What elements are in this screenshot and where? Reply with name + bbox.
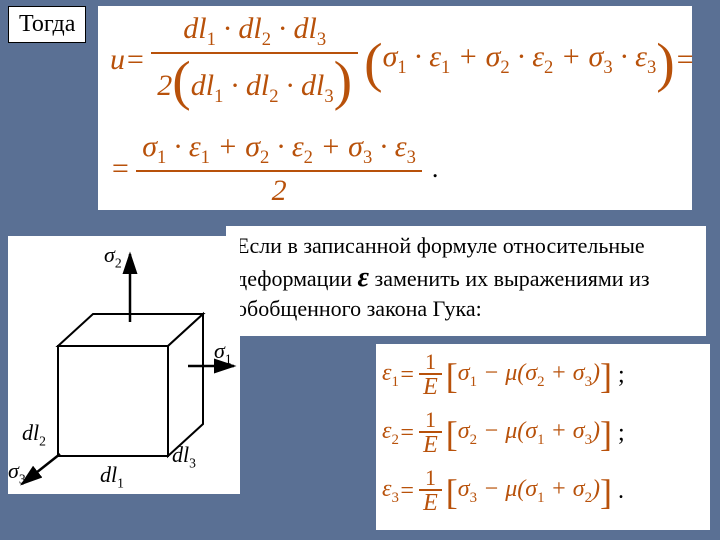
fraction-bar-icon — [136, 170, 422, 172]
desc-line1: Если в записанной формуле относительные — [236, 232, 696, 260]
frac-den-E: E — [419, 491, 442, 515]
label-sigma3: σ3 — [8, 458, 26, 487]
cube-svg — [8, 236, 240, 494]
frac-num-1: 1 — [421, 409, 440, 431]
fraction-2-num: σ1 · ε1 + σ2 · ε2 + σ3 · ε3 — [136, 130, 422, 168]
left-paren-icon: ( — [172, 51, 190, 112]
eps1-lhs: ε1 — [382, 360, 399, 391]
desc-line2b: заменить их выражениями из — [369, 266, 650, 291]
fraction-1-num: dl1 · dl2 · dl3 — [177, 12, 332, 50]
outer-right-paren-icon: ) — [656, 42, 674, 86]
one-over-E: 1 E — [419, 409, 442, 457]
eps1-inside: σ1 − μ(σ2 + σ3) — [458, 360, 600, 391]
cube-diagram: σ2 σ1 σ3 dl1 dl2 dl3 — [8, 236, 240, 494]
den-paren-content: dl1 · dl2 · dl3 — [191, 69, 334, 102]
eps1-tail: ; — [618, 362, 625, 389]
trailing-equals: = — [675, 43, 695, 77]
equals-icon: = — [399, 362, 415, 389]
slide: Тогда u = dl1 · dl2 · dl3 2(dl1 · dl2 · … — [0, 0, 720, 540]
one-over-E: 1 E — [419, 351, 442, 399]
one-over-E: 1 E — [419, 467, 442, 515]
main-equation-line2: = σ1 · ε1 + σ2 · ε2 + σ3 · ε3 2 . — [110, 130, 680, 207]
eps2-tail: ; — [618, 420, 625, 447]
right-bracket-icon: ] — [600, 424, 612, 446]
fraction-2: σ1 · ε1 + σ2 · ε2 + σ3 · ε3 2 — [136, 130, 422, 207]
sum-sigma-eps: σ1 · ε1 + σ2 · ε2 + σ3 · ε3 — [383, 40, 657, 79]
eps2-inside: σ2 − μ(σ1 + σ3) — [458, 418, 600, 449]
fraction-2-den: 2 — [266, 174, 293, 207]
hooke-equations-panel: ε1 = 1 E [ σ1 − μ(σ2 + σ3) ] ; ε2 = 1 E … — [376, 344, 710, 530]
eps2-lhs: ε2 — [382, 418, 399, 449]
label-sigma2: σ2 — [104, 242, 122, 271]
left-bracket-icon: [ — [446, 482, 458, 504]
equals-icon: = — [399, 478, 415, 505]
eps-row-1: ε1 = 1 E [ σ1 − μ(σ2 + σ3) ] ; — [382, 346, 704, 404]
desc-line2a: деформации — [236, 266, 358, 291]
heading-togda: Тогда — [8, 6, 86, 43]
right-bracket-icon: ] — [600, 366, 612, 388]
right-paren-icon: ) — [334, 51, 352, 112]
outer-left-paren-icon: ( — [364, 42, 382, 86]
eps3-tail: . — [618, 478, 624, 505]
frac-den-E: E — [419, 375, 442, 399]
epsilon-symbol: ε — [358, 262, 369, 293]
desc-line2: деформации ε заменить их выражениями из — [236, 260, 696, 295]
left-bracket-icon: [ — [446, 366, 458, 388]
eq-sign: = — [125, 43, 145, 77]
eps3-lhs: ε3 — [382, 476, 399, 507]
desc-line3: обобщенного закона Гука: — [236, 295, 696, 323]
left-bracket-icon: [ — [446, 424, 458, 446]
label-dl2: dl2 — [22, 420, 46, 449]
label-sigma1: σ1 — [214, 338, 232, 367]
right-bracket-icon: ] — [600, 482, 612, 504]
label-dl1: dl1 — [100, 462, 124, 491]
frac-den-E: E — [419, 433, 442, 457]
var-u: u — [110, 43, 125, 77]
den-two: 2 — [157, 69, 172, 102]
main-equation-line1: u = dl1 · dl2 · dl3 2(dl1 · dl2 · dl3) (… — [110, 12, 680, 108]
label-dl3: dl3 — [172, 442, 196, 471]
main-equation-panel: u = dl1 · dl2 · dl3 2(dl1 · dl2 · dl3) (… — [98, 6, 692, 210]
frac-num-1: 1 — [421, 351, 440, 373]
eps-row-3: ε3 = 1 E [ σ3 − μ(σ1 + σ2) ] . — [382, 462, 704, 520]
description-panel: Если в записанной формуле относительные … — [226, 226, 706, 336]
period-icon: . — [432, 154, 439, 184]
eps3-inside: σ3 − μ(σ1 + σ2) — [458, 476, 600, 507]
fraction-1: dl1 · dl2 · dl3 2(dl1 · dl2 · dl3) — [151, 12, 358, 108]
fraction-1-den: 2(dl1 · dl2 · dl3) — [151, 56, 358, 107]
frac-num-1: 1 — [421, 467, 440, 489]
eps-row-2: ε2 = 1 E [ σ2 − μ(σ1 + σ3) ] ; — [382, 404, 704, 462]
equals-icon: = — [399, 420, 415, 447]
leading-equals: = — [110, 152, 130, 186]
